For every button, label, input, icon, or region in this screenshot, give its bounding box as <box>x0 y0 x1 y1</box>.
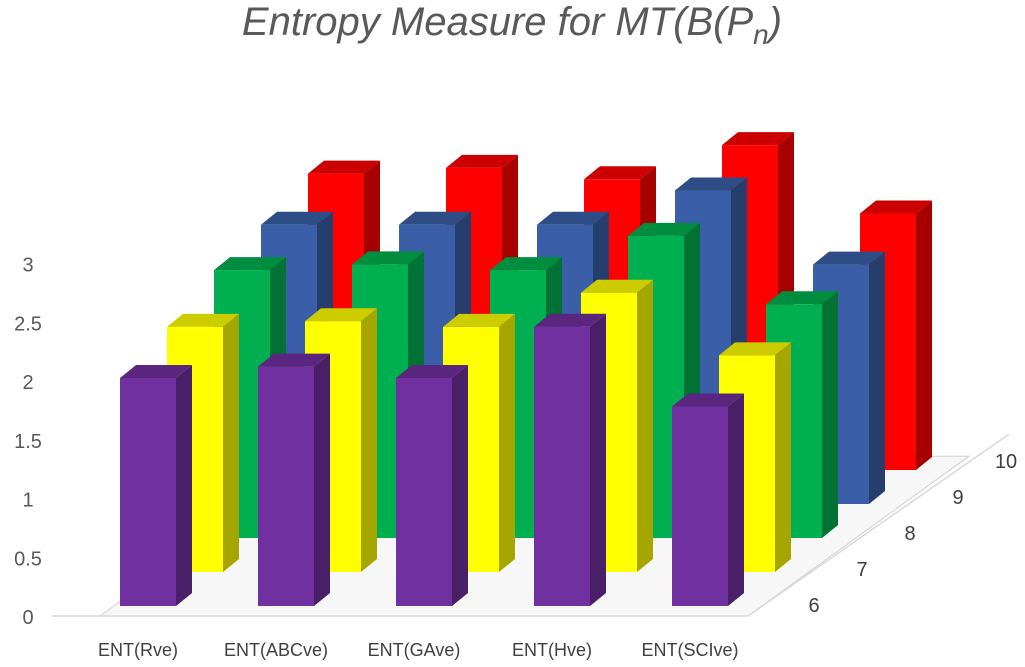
category-label: ENT(Hve) <box>512 640 592 660</box>
bar-top <box>584 166 656 180</box>
bar-top <box>396 365 468 378</box>
bar-front <box>672 406 728 606</box>
y-tick-label: 1.5 <box>14 431 42 453</box>
bar-top <box>537 211 609 225</box>
bar-top <box>120 365 192 378</box>
category-label: ENT(SCIve) <box>641 640 738 660</box>
bar-side <box>176 365 192 606</box>
bar-6-0 <box>120 365 192 606</box>
category-label: ENT(GAve) <box>368 640 461 660</box>
bar-side <box>916 200 932 470</box>
series-depth-label: 10 <box>995 451 1017 473</box>
y-tick-label: 1 <box>22 490 33 512</box>
series-depth-label: 7 <box>856 559 867 581</box>
bar-top <box>490 257 562 271</box>
bar-top <box>672 393 744 407</box>
bar-side <box>223 313 239 572</box>
bar-top <box>446 154 518 168</box>
bar-6-1 <box>258 353 330 606</box>
bar-top <box>766 291 838 305</box>
y-tick-label: 3 <box>22 255 33 277</box>
category-label: ENT(ABCve) <box>224 640 328 660</box>
y-tick-label: 2.5 <box>14 313 42 335</box>
bar-top <box>258 353 330 367</box>
bar-6-2 <box>396 365 468 606</box>
bar-6-4 <box>672 393 744 606</box>
bar-top <box>214 257 286 271</box>
bar-top <box>722 132 794 146</box>
bar-top <box>443 313 515 327</box>
labels-layer: 0 0.5 1 1.5 2 2.5 3 ENT(Rve) ENT(ABCve) ENT(GAve)… <box>14 255 1017 660</box>
bar-top <box>628 222 700 236</box>
bar-top <box>534 313 606 327</box>
bar-top <box>261 211 333 225</box>
bar-side <box>728 393 744 606</box>
bar-front <box>120 378 176 606</box>
bar-side <box>452 365 468 606</box>
bar-front <box>258 366 314 606</box>
bar-front <box>534 326 590 606</box>
series-depth-label: 9 <box>952 487 963 509</box>
bar-side <box>637 279 653 572</box>
bar-side <box>314 353 330 606</box>
bar-top <box>719 342 791 356</box>
bar-side <box>499 313 515 572</box>
bar-side <box>775 342 791 572</box>
bar-side <box>590 313 606 606</box>
bar-top <box>352 251 424 265</box>
bar-side <box>361 308 377 572</box>
bar-top <box>675 177 747 191</box>
bar-top <box>581 279 653 293</box>
y-tick-label: 0 <box>22 607 33 629</box>
series-depth-label: 8 <box>904 523 915 545</box>
bars-layer <box>120 132 932 606</box>
series-depth-label: 6 <box>808 595 819 617</box>
y-tick-label: 0.5 <box>14 548 42 570</box>
bar-top <box>813 251 885 265</box>
y-tick-label: 2 <box>22 372 33 394</box>
bar-top <box>860 200 932 214</box>
bar-side <box>822 291 838 538</box>
floor-side-edge <box>747 433 1010 617</box>
bar-top <box>305 308 377 322</box>
bar-top <box>308 160 380 174</box>
chart-title: Entropy Measure for MT(B(Pn) <box>242 0 782 50</box>
bar-top <box>399 211 471 225</box>
bar-front <box>396 378 452 606</box>
bar-side <box>869 251 885 504</box>
bar-top <box>167 313 239 327</box>
category-label: ENT(Rve) <box>98 640 178 660</box>
bar-6-3 <box>534 313 606 606</box>
